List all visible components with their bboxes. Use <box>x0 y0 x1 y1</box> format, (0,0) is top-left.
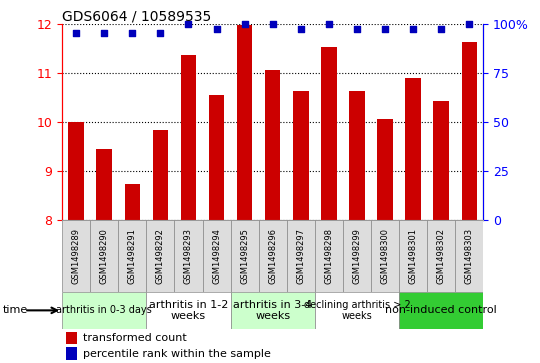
Bar <box>406 78 421 220</box>
Text: GSM1498301: GSM1498301 <box>409 228 417 284</box>
Point <box>212 26 221 32</box>
Bar <box>153 130 168 220</box>
Bar <box>399 292 483 329</box>
Text: non-induced control: non-induced control <box>386 305 497 315</box>
Bar <box>62 220 90 292</box>
Bar <box>315 220 343 292</box>
Text: GDS6064 / 10589535: GDS6064 / 10589535 <box>62 9 211 23</box>
Text: GSM1498295: GSM1498295 <box>240 228 249 284</box>
Bar <box>237 25 252 220</box>
Point <box>381 26 389 32</box>
Bar <box>349 91 364 220</box>
Text: GSM1498296: GSM1498296 <box>268 228 277 284</box>
Bar <box>66 347 77 359</box>
Text: GSM1498293: GSM1498293 <box>184 228 193 284</box>
Bar <box>399 220 427 292</box>
Point <box>325 21 333 26</box>
Text: percentile rank within the sample: percentile rank within the sample <box>83 348 271 359</box>
Text: time: time <box>3 305 28 315</box>
Bar <box>69 122 84 220</box>
Point <box>156 30 165 36</box>
Text: arthritis in 3-4
weeks: arthritis in 3-4 weeks <box>233 299 312 321</box>
Text: declining arthritis > 2
weeks: declining arthritis > 2 weeks <box>303 299 410 321</box>
Bar <box>462 42 477 220</box>
Text: GSM1498298: GSM1498298 <box>325 228 333 284</box>
Point <box>296 26 305 32</box>
Bar <box>371 220 399 292</box>
Text: arthritis in 0-3 days: arthritis in 0-3 days <box>56 305 152 315</box>
Bar <box>259 220 287 292</box>
Text: GSM1498300: GSM1498300 <box>381 228 389 284</box>
Point <box>240 21 249 26</box>
Point <box>465 21 474 26</box>
Text: GSM1498291: GSM1498291 <box>128 228 137 284</box>
Bar <box>231 292 315 329</box>
Bar <box>97 148 112 220</box>
Text: GSM1498303: GSM1498303 <box>465 228 474 284</box>
Bar <box>434 101 449 220</box>
Bar <box>293 91 308 220</box>
Bar <box>181 56 196 220</box>
Text: transformed count: transformed count <box>83 333 187 343</box>
Point <box>100 30 109 36</box>
Bar <box>146 220 174 292</box>
Point <box>128 30 137 36</box>
Bar <box>118 220 146 292</box>
Bar <box>62 292 146 329</box>
Text: arthritis in 1-2
weeks: arthritis in 1-2 weeks <box>149 299 228 321</box>
Bar <box>455 220 483 292</box>
Bar <box>174 220 202 292</box>
Point <box>184 21 193 26</box>
Bar <box>287 220 315 292</box>
Bar <box>90 220 118 292</box>
Bar <box>315 292 399 329</box>
Point <box>437 26 445 32</box>
Bar <box>377 119 393 220</box>
Bar <box>231 220 259 292</box>
Point <box>353 26 361 32</box>
Bar <box>265 70 280 220</box>
Point <box>72 30 80 36</box>
Point <box>409 26 417 32</box>
Text: GSM1498289: GSM1498289 <box>72 228 80 284</box>
Point <box>268 21 277 26</box>
Bar <box>146 292 231 329</box>
Bar <box>202 220 231 292</box>
Text: GSM1498294: GSM1498294 <box>212 228 221 284</box>
Bar <box>209 95 224 220</box>
Bar <box>343 220 371 292</box>
Text: GSM1498299: GSM1498299 <box>353 228 361 284</box>
Text: GSM1498290: GSM1498290 <box>100 228 109 284</box>
Bar <box>321 46 336 220</box>
Bar <box>66 332 77 344</box>
Text: GSM1498292: GSM1498292 <box>156 228 165 284</box>
Bar <box>125 184 140 220</box>
Text: GSM1498297: GSM1498297 <box>296 228 305 284</box>
Text: GSM1498302: GSM1498302 <box>437 228 445 284</box>
Bar <box>427 220 455 292</box>
